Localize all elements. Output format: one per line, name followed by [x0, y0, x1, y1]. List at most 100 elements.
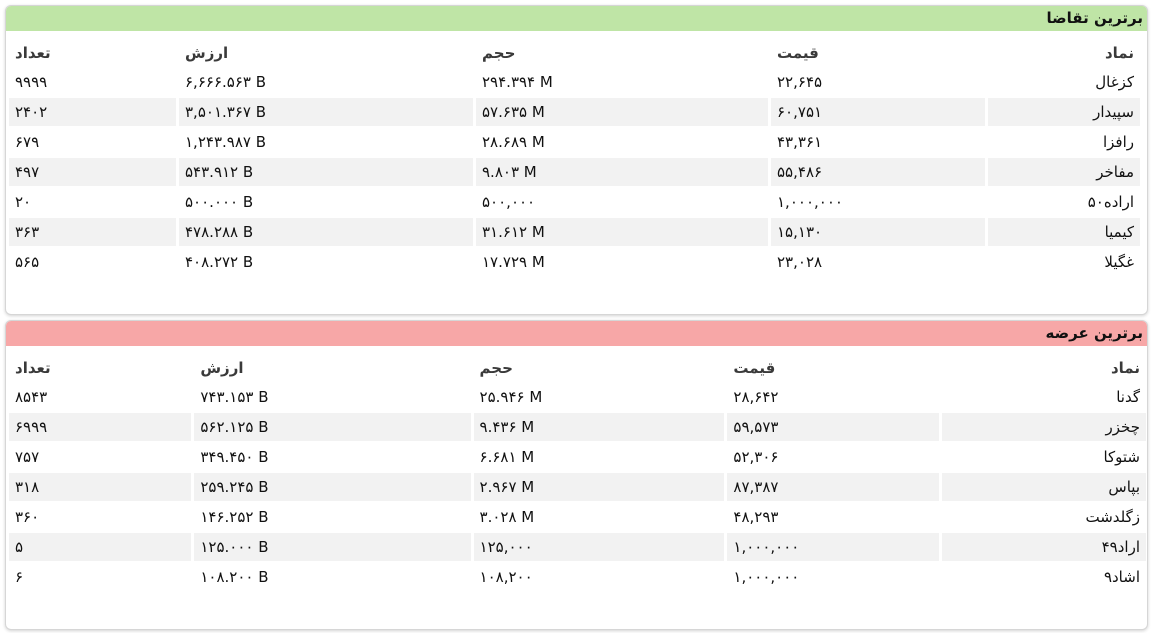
cell-volume: ۱۰۸,۲۰۰ — [474, 563, 725, 591]
cell-price: ۲۳,۰۲۸ — [771, 248, 985, 276]
cell-value: ۵۴۳.۹۱۲ B — [179, 158, 473, 186]
cell-symbol-text: غگیلا — [1104, 253, 1134, 271]
cell-volume: ۳۱.۶۱۲ M — [476, 218, 768, 246]
cell-count: ۵۶۵ — [9, 248, 176, 276]
cell-volume-text: ۵۷.۶۳۵ M — [482, 103, 545, 121]
table-row[interactable]: اشاد۹ ۱,۰۰۰,۰۰۰ ۱۰۸,۲۰۰ ۱۰۸.۲۰۰ B ۶ — [9, 563, 1146, 591]
cell-symbol[interactable]: اراد۴۹ — [941, 533, 1146, 561]
cell-count: ۹۹۹۹ — [9, 68, 176, 96]
cell-count-text: ۸۵۴۳ — [15, 388, 48, 406]
cell-count-text: ۵۶۵ — [15, 253, 40, 271]
cell-volume: ۶.۶۸۱ M — [474, 443, 725, 471]
cell-count: ۷۵۷ — [9, 443, 191, 471]
table-row[interactable]: کزغال ۲۲,۶۴۵ ۲۹۴.۳۹۴ M ۶,۶۶۶.۵۶۳ B ۹۹۹۹ — [9, 68, 1140, 96]
cell-symbol[interactable]: چخزر — [941, 413, 1146, 441]
cell-price: ۶۰,۷۵۱ — [771, 98, 985, 126]
table-row[interactable]: بپاس ۸۷,۳۸۷ ۲.۹۶۷ M ۲۵۹.۲۴۵ B ۳۱۸ — [9, 473, 1146, 501]
cell-symbol[interactable]: کزغال — [988, 68, 1140, 96]
table-row[interactable]: کیمیا ۱۵,۱۳۰ ۳۱.۶۱۲ M ۴۷۸.۲۸۸ B ۳۶۳ — [9, 218, 1140, 246]
cell-symbol[interactable]: زگلدشت — [942, 503, 1146, 531]
cell-price: ۲۸,۶۴۲ — [727, 383, 938, 411]
cell-volume: ۱۷.۷۲۹ M — [476, 248, 768, 276]
cell-symbol-text: سپیدار — [1093, 103, 1134, 121]
cell-count: ۲۴۰۲ — [9, 98, 176, 126]
cell-price: ۱۵,۱۳۰ — [771, 218, 985, 246]
cell-symbol-text: اراد۴۹ — [1101, 538, 1140, 556]
table-row[interactable]: گدنا ۲۸,۶۴۲ ۲۵.۹۴۶ M ۷۴۳.۱۵۳ B ۸۵۴۳ — [9, 383, 1146, 411]
cell-price-text: ۴۳,۳۶۱ — [777, 133, 823, 151]
cell-volume: ۲۵.۹۴۶ M — [474, 383, 725, 411]
cell-symbol[interactable]: رافزا — [988, 128, 1140, 156]
cell-value: ۱۴۶.۲۵۲ B — [194, 503, 470, 531]
cell-symbol[interactable]: بپاس — [941, 473, 1146, 501]
cell-value: ۱۰۸.۲۰۰ B — [194, 563, 470, 591]
table-row[interactable]: چخزر ۵۹,۵۷۳ ۹.۴۳۶ M ۵۶۲.۱۲۵ B ۶۹۹۹ — [9, 413, 1146, 441]
cell-symbol-text: بپاس — [1108, 478, 1140, 496]
cell-volume-text: ۹.۴۳۶ M — [479, 418, 535, 436]
cell-price-text: ۲۳,۰۲۸ — [777, 253, 823, 271]
table-row[interactable]: غگیلا ۲۳,۰۲۸ ۱۷.۷۲۹ M ۴۰۸.۲۷۲ B ۵۶۵ — [9, 248, 1140, 276]
cell-symbol[interactable]: اشاد۹ — [942, 563, 1146, 591]
cell-symbol-text: کزغال — [1095, 73, 1134, 91]
table-row[interactable]: رافزا ۴۳,۳۶۱ ۲۸.۶۸۹ M ۱,۲۴۳.۹۸۷ B ۶۷۹ — [9, 128, 1140, 156]
cell-value-text: ۱۰۸.۲۰۰ B — [200, 568, 269, 586]
cell-count: ۶۷۹ — [9, 128, 176, 156]
cell-value-text: ۶,۶۶۶.۵۶۳ B — [185, 73, 266, 91]
cell-value: ۶,۶۶۶.۵۶۳ B — [179, 68, 473, 96]
cell-price: ۴۸,۲۹۳ — [727, 503, 938, 531]
cell-volume: ۵۰۰,۰۰۰ — [476, 188, 768, 216]
cell-volume: ۳.۰۲۸ M — [474, 503, 725, 531]
cell-price: ۱,۰۰۰,۰۰۰ — [727, 563, 938, 591]
cell-volume-text: ۳.۰۲۸ M — [479, 508, 535, 526]
cell-count: ۸۵۴۳ — [9, 383, 191, 411]
cell-symbol[interactable]: غگیلا — [988, 248, 1140, 276]
cell-count-text: ۹۹۹۹ — [15, 73, 48, 91]
column-header-value: ارزش — [200, 359, 244, 377]
cell-symbol[interactable]: اراده۵۰ — [988, 188, 1140, 216]
top-demand-table: نماد قیمت حجم ارزش تعداد کزغال ۲۲,۶۴۵ ۲۹۴.… — [6, 38, 1143, 278]
cell-price-text: ۵۹,۵۷۳ — [733, 418, 779, 436]
column-header-symbol: نماد — [1110, 359, 1140, 377]
table-row[interactable]: مفاخر ۵۵,۴۸۶ ۹.۸۰۳ M ۵۴۳.۹۱۲ B ۴۹۷ — [9, 158, 1140, 186]
cell-volume: ۲۸.۶۸۹ M — [476, 128, 768, 156]
table-header-row: نماد قیمت حجم ارزش تعداد — [9, 355, 1146, 381]
cell-symbol[interactable]: کیمیا — [988, 218, 1140, 246]
cell-symbol-text: کیمیا — [1104, 223, 1134, 241]
table-row[interactable]: اراده۵۰ ۱,۰۰۰,۰۰۰ ۵۰۰,۰۰۰ ۵۰۰.۰۰۰ B ۲۰ — [9, 188, 1140, 216]
cell-value-text: ۵۰۰.۰۰۰ B — [185, 193, 254, 211]
cell-volume-text: ۲.۹۶۷ M — [479, 478, 535, 496]
table-row[interactable]: سپیدار ۶۰,۷۵۱ ۵۷.۶۳۵ M ۳,۵۰۱.۳۶۷ B ۲۴۰۲ — [9, 98, 1140, 126]
cell-symbol[interactable]: شتوکا — [942, 443, 1146, 471]
table-row[interactable]: اراد۴۹ ۱,۰۰۰,۰۰۰ ۱۲۵,۰۰۰ ۱۲۵.۰۰۰ B ۵ — [9, 533, 1146, 561]
cell-volume-text: ۵۰۰,۰۰۰ — [482, 193, 536, 211]
cell-volume-text: ۱۰۸,۲۰۰ — [479, 568, 533, 586]
cell-symbol[interactable]: گدنا — [942, 383, 1146, 411]
cell-price: ۵۲,۳۰۶ — [727, 443, 938, 471]
top-demand-title: برترین تقاضا — [6, 6, 1147, 31]
cell-count: ۶ — [9, 563, 191, 591]
cell-count-text: ۳۶۳ — [15, 223, 40, 241]
cell-volume-text: ۶.۶۸۱ M — [479, 448, 535, 466]
cell-volume: ۹.۸۰۳ M — [476, 158, 768, 186]
cell-value: ۴۰۸.۲۷۲ B — [179, 248, 473, 276]
top-supply-panel: برترین عرضه نماد قیمت حجم ارزش تعداد گدن… — [5, 320, 1148, 630]
cell-symbol-text: رافزا — [1102, 133, 1134, 151]
cell-price: ۵۵,۴۸۶ — [771, 158, 985, 186]
cell-symbol[interactable]: مفاخر — [988, 158, 1140, 186]
cell-price-text: ۲۲,۶۴۵ — [777, 73, 823, 91]
cell-count: ۴۹۷ — [9, 158, 176, 186]
cell-value: ۳۴۹.۴۵۰ B — [194, 443, 470, 471]
column-header-symbol: نماد — [1104, 44, 1134, 62]
table-row[interactable]: زگلدشت ۴۸,۲۹۳ ۳.۰۲۸ M ۱۴۶.۲۵۲ B ۳۶۰ — [9, 503, 1146, 531]
cell-count-text: ۶۹۹۹ — [15, 418, 48, 436]
cell-value: ۲۵۹.۲۴۵ B — [194, 473, 471, 501]
table-row[interactable]: شتوکا ۵۲,۳۰۶ ۶.۶۸۱ M ۳۴۹.۴۵۰ B ۷۵۷ — [9, 443, 1146, 471]
cell-symbol-text: اشاد۹ — [1103, 568, 1140, 586]
cell-value-text: ۱,۲۴۳.۹۸۷ B — [185, 133, 266, 151]
cell-count: ۳۱۸ — [9, 473, 192, 501]
cell-price-text: ۱,۰۰۰,۰۰۰ — [777, 193, 843, 211]
column-header-price: قیمت — [777, 44, 819, 62]
cell-value-text: ۲۵۹.۲۴۵ B — [200, 478, 269, 496]
cell-price-text: ۶۰,۷۵۱ — [777, 103, 823, 121]
cell-symbol[interactable]: سپیدار — [988, 98, 1140, 126]
